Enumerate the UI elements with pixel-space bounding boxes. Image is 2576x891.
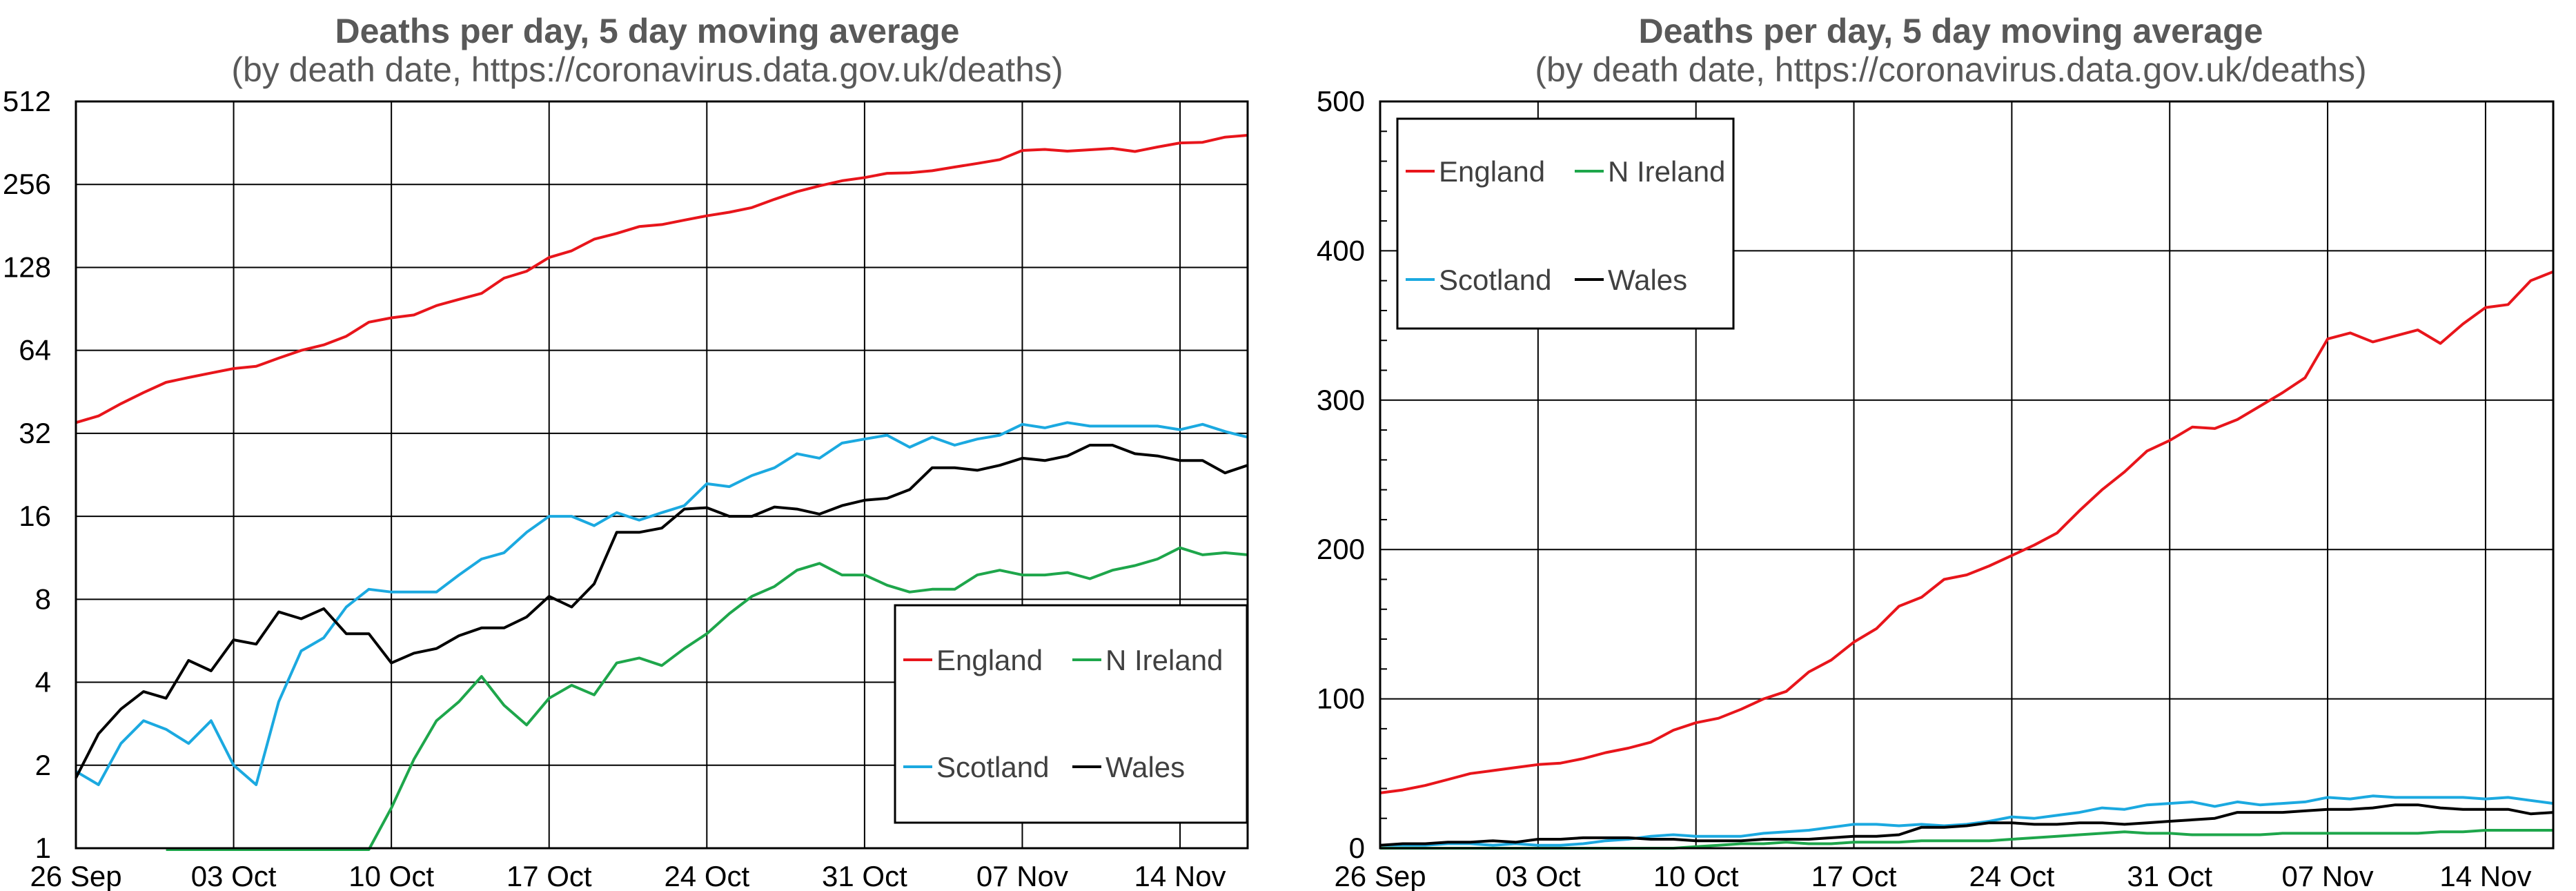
- y-axis-ticks: 0 100 200 300 400 500: [1317, 85, 1365, 864]
- y-tick-label: 8: [35, 582, 51, 615]
- legend-box: [1396, 117, 1735, 330]
- chart-subtitle: (by death date, https://coronavirus.data…: [1535, 50, 2366, 89]
- chart-left: Deaths per day, 5 day moving average (by…: [3, 12, 1249, 891]
- x-tick-label: 31 Oct: [822, 860, 907, 891]
- legend-label-england: England: [936, 644, 1043, 676]
- x-tick-label: 24 Oct: [1969, 860, 2055, 891]
- x-tick-label: 14 Nov: [2439, 860, 2531, 891]
- chart-title: Deaths per day, 5 day moving average: [1638, 12, 2263, 50]
- y-tick-label: 128: [3, 251, 51, 283]
- y-tick-label: 64: [19, 334, 51, 366]
- chart-subtitle: (by death date, https://coronavirus.data…: [231, 50, 1063, 89]
- x-tick-label: 03 Oct: [1495, 860, 1581, 891]
- y-tick-label: 200: [1317, 533, 1365, 565]
- legend-box: [894, 604, 1248, 824]
- x-tick-label: 07 Nov: [976, 860, 1068, 891]
- chart-right: Deaths per day, 5 day moving average (by…: [1317, 12, 2555, 891]
- y-tick-label: 0: [1349, 832, 1365, 864]
- plot-frame: [1379, 100, 2555, 850]
- legend: England N Ireland Scotland Wales: [894, 604, 1248, 824]
- x-tick-label: 10 Oct: [348, 860, 434, 891]
- legend-label-n-ireland: N Ireland: [1105, 644, 1223, 676]
- y-tick-label: 256: [3, 168, 51, 200]
- y-tick-label: 2: [35, 749, 51, 781]
- series-line-n-ireland: [166, 546, 1248, 851]
- x-tick-label: 26 Sep: [30, 860, 121, 891]
- y-tick-label: 100: [1317, 683, 1365, 715]
- x-tick-label: 14 Nov: [1134, 860, 1226, 891]
- y-tick-label: 32: [19, 417, 51, 449]
- y-tick-label: 16: [19, 500, 51, 532]
- y-tick-label: 512: [3, 85, 51, 117]
- legend-label-scotland: Scotland: [936, 751, 1049, 783]
- legend-label-wales: Wales: [1608, 264, 1687, 296]
- series-line-scotland: [1380, 794, 2554, 847]
- plot-frame: [75, 100, 1249, 850]
- x-axis-ticks: 26 Sep 03 Oct 10 Oct 17 Oct 24 Oct 31 Oct 07 N…: [1334, 860, 2531, 891]
- x-tick-label: 24 Oct: [664, 860, 749, 891]
- x-tick-label: 10 Oct: [1653, 860, 1739, 891]
- x-tick-label: 31 Oct: [2127, 860, 2212, 891]
- x-axis-ticks: 26 Sep 03 Oct 10 Oct 17 Oct 24 Oct 31 Oct 07 N…: [30, 860, 1226, 891]
- series-line-england: [75, 134, 1248, 424]
- x-tick-label: 07 Nov: [2282, 860, 2374, 891]
- series-line-wales: [75, 444, 1248, 779]
- legend-label-england: England: [1439, 155, 1545, 188]
- x-tick-label: 17 Oct: [1811, 860, 1897, 891]
- chart-title: Deaths per day, 5 day moving average: [335, 12, 959, 50]
- x-tick-label: 26 Sep: [1334, 860, 1426, 891]
- series-line-scotland: [75, 421, 1248, 786]
- y-tick-label: 1: [35, 832, 51, 864]
- y-tick-label: 400: [1317, 234, 1365, 266]
- y-tick-label: 4: [35, 666, 51, 698]
- series-lines: [75, 134, 1248, 851]
- y-tick-label: 300: [1317, 384, 1365, 416]
- series-line-wales: [1379, 803, 2554, 847]
- y-tick-label: 500: [1317, 85, 1365, 117]
- legend: England N Ireland Scotland Wales: [1396, 117, 1735, 330]
- y-axis-ticks: 1 2 4 8 16 32 64 128 256 512: [3, 85, 51, 864]
- series-line-england: [1379, 270, 2554, 794]
- legend-label-n-ireland: N Ireland: [1608, 155, 1725, 188]
- legend-label-scotland: Scotland: [1439, 264, 1551, 296]
- x-tick-label: 17 Oct: [507, 860, 592, 891]
- series-lines: [1379, 270, 2554, 850]
- legend-label-wales: Wales: [1105, 751, 1185, 783]
- x-tick-label: 03 Oct: [191, 860, 277, 891]
